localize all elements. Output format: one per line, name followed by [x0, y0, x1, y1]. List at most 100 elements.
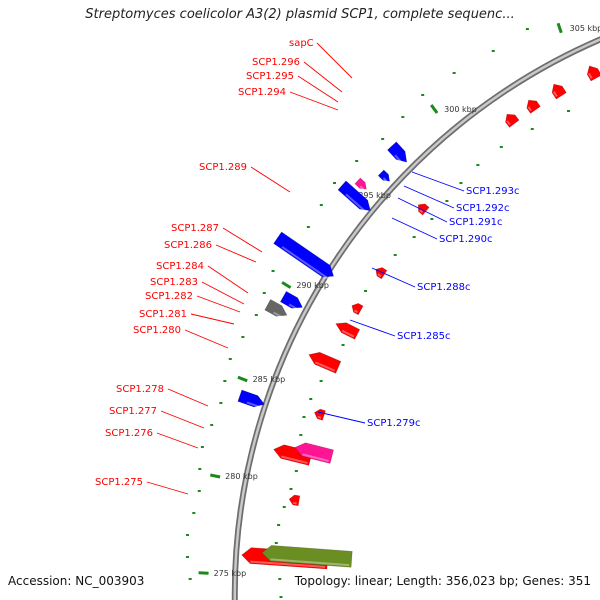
gc-mark-outer — [525, 28, 529, 30]
reverse-gene-shape — [237, 389, 265, 408]
gene-features — [237, 65, 600, 570]
forward-gene-shape — [586, 65, 600, 82]
gc-mark-inner — [341, 344, 345, 346]
reverse-leader-line — [411, 171, 465, 192]
gc-mark-outer — [421, 94, 425, 96]
forward-gene-highlight — [353, 309, 358, 313]
forward-gene-label: SCP1.275 — [95, 477, 143, 488]
gc-mark-outer — [219, 402, 223, 404]
gc-mark-inner — [412, 236, 416, 238]
forward-gene — [586, 65, 600, 82]
scale-label: 280 kbp — [225, 472, 258, 481]
reverse-gene-highlight — [281, 246, 330, 281]
gc-mark-inner — [476, 164, 480, 166]
gc-mark-outer — [223, 380, 227, 382]
reverse-gene — [337, 180, 371, 214]
reverse-gene-highlight — [246, 401, 262, 409]
forward-gene-shape — [526, 99, 541, 114]
forward-gene-label: SCP1.283 — [150, 277, 198, 288]
pink-gene-highlight — [302, 453, 329, 462]
forward-leader-line — [190, 313, 235, 325]
gc-mark-outer — [228, 358, 232, 360]
forward-leader-line — [297, 75, 339, 103]
forward-gene-highlight — [314, 361, 336, 372]
forward-gene-highlight — [280, 455, 308, 464]
reverse-gene-label: SCP1.285c — [397, 331, 451, 342]
reverse-gene-label: SCP1.292c — [456, 203, 510, 214]
gc-mark-outer — [254, 314, 258, 316]
gc-mark-inner — [319, 380, 323, 382]
forward-gene-highlight — [552, 91, 558, 97]
forward-gene — [417, 203, 430, 216]
reverse-leader-line — [317, 411, 366, 424]
pink-gene — [354, 177, 367, 190]
scale-label: 290 kbp — [296, 281, 329, 290]
gc-mark-inner — [299, 434, 303, 436]
forward-leader-line — [303, 61, 343, 93]
reverse-gene-shape — [377, 169, 390, 182]
reverse-gene-shape — [273, 231, 335, 278]
gc-mark-inner — [294, 470, 298, 472]
reverse-gene-shape — [337, 180, 371, 211]
gc-mark-inner — [282, 506, 286, 508]
gc-mark-inner — [364, 290, 368, 292]
reverse-gene — [279, 290, 303, 311]
forward-gene-highlight — [250, 560, 326, 568]
scale-label: 300 kbp — [444, 105, 477, 114]
reverse-leader-line — [349, 319, 396, 337]
forward-leader-line — [146, 481, 189, 495]
forward-leader-line — [201, 281, 245, 305]
gc-mark-outer — [491, 50, 495, 52]
gray-gene — [264, 299, 288, 319]
forward-gene-label: SCP1.276 — [105, 428, 153, 439]
reverse-leader-line — [371, 267, 416, 288]
gc-mark-outer — [381, 138, 385, 140]
forward-gene-label: SCP1.284 — [156, 261, 204, 272]
forward-gene-label: SCP1.289 — [199, 162, 247, 173]
reverse-gene — [387, 141, 408, 165]
forward-leader-line — [160, 410, 205, 429]
reverse-gene-label: SCP1.291c — [449, 217, 503, 228]
forward-gene — [526, 99, 541, 114]
gc-mark-inner — [278, 578, 282, 580]
reverse-gene-label: SCP1.279c — [367, 418, 421, 429]
gc-mark-inner — [277, 524, 281, 526]
forward-gene-shape — [351, 303, 364, 316]
gc-mark-outer — [192, 512, 196, 514]
forward-gene-label: SCP1.287 — [171, 223, 219, 234]
gene-labels: sapC SCP1.296 SCP1.295 SCP1.294 SCP1.289 SCP1… — [95, 38, 520, 488]
forward-gene-shape — [417, 203, 430, 216]
forward-gene-shape — [288, 494, 301, 507]
forward-gene-highlight — [419, 209, 424, 213]
reverse-gene — [273, 231, 335, 281]
forward-gene — [314, 408, 326, 421]
gc-mark-outer — [200, 446, 204, 448]
pink-gene — [294, 442, 334, 464]
forward-gene-highlight — [341, 329, 355, 338]
forward-leader-line — [316, 42, 353, 79]
forward-gene-shape — [505, 113, 520, 128]
forward-gene-label: SCP1.294 — [238, 87, 286, 98]
forward-gene — [551, 83, 567, 100]
gc-mark-outer — [319, 204, 323, 206]
gc-mark-inner — [274, 542, 278, 544]
scale-tick — [281, 281, 292, 289]
forward-gene-label: SCP1.280 — [133, 325, 181, 336]
forward-gene-highlight — [377, 273, 382, 277]
gc-mark-outer — [210, 424, 214, 426]
gc-mark-inner — [530, 128, 534, 130]
forward-leader-line — [156, 432, 199, 449]
gc-mark-inner — [309, 398, 313, 400]
scale-tick — [209, 473, 221, 479]
gc-mark-inner — [445, 200, 449, 202]
gc-mark-inner — [302, 416, 306, 418]
reverse-gene-highlight — [382, 177, 388, 182]
forward-gene-label: SCP1.295 — [246, 71, 294, 82]
reverse-gene-label: SCP1.288c — [417, 282, 471, 293]
map-title: Streptomyces coelicolor A3(2) plasmid SC… — [85, 7, 515, 22]
forward-leader-line — [215, 244, 257, 263]
forward-gene-shape — [308, 351, 342, 374]
olive-gene — [261, 545, 353, 568]
